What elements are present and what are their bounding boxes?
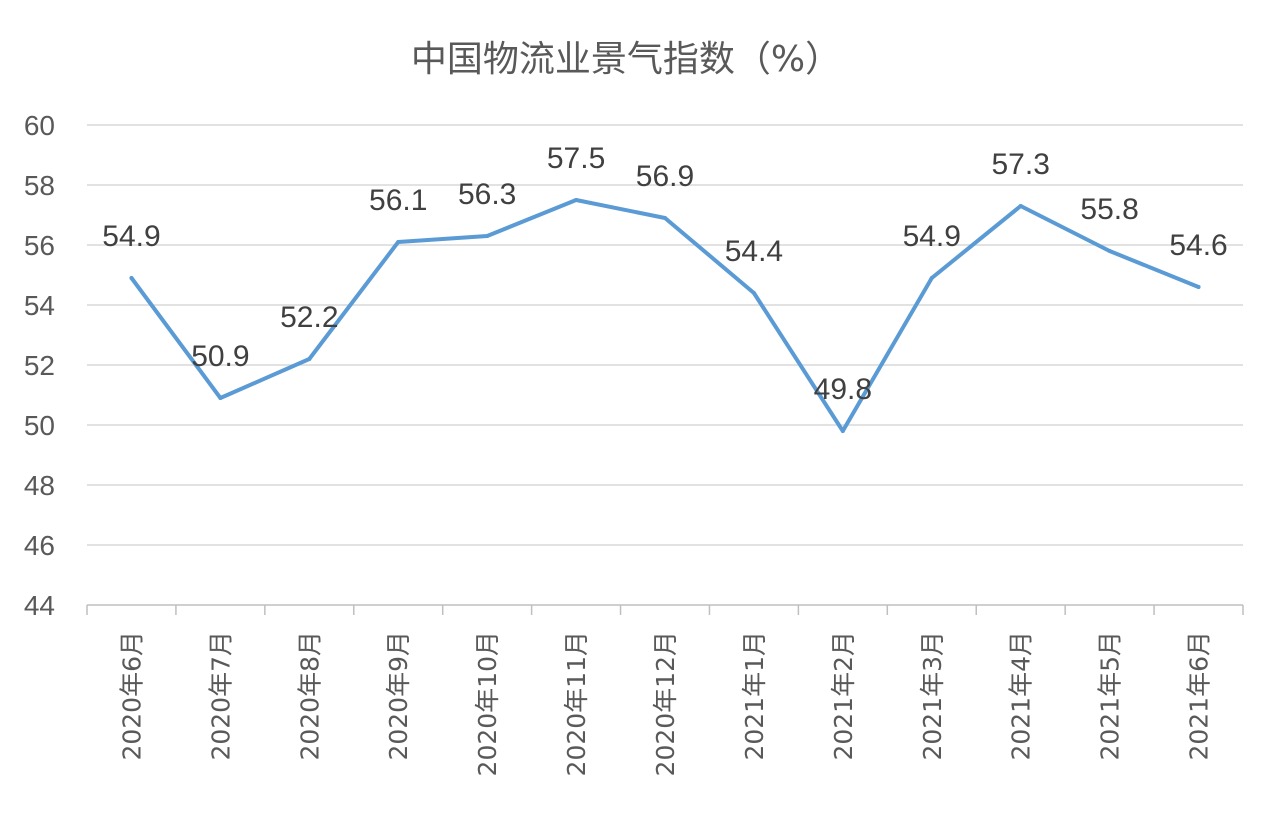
- x-tick-label: 2021年3月: [918, 631, 947, 761]
- data-label: 56.1: [369, 184, 427, 217]
- data-label: 52.2: [280, 301, 338, 334]
- x-tick-label: 2021年2月: [829, 631, 858, 761]
- y-tick-label: 46: [24, 530, 55, 561]
- y-tick-label: 56: [24, 230, 55, 261]
- data-point: [1107, 249, 1112, 253]
- y-axis-ticks: 60 58 56 54 52 50 48 46 44: [24, 110, 55, 621]
- x-tick-label: 2020年12月: [651, 631, 680, 776]
- data-label: 56.9: [636, 160, 694, 193]
- y-tick-label: 44: [24, 590, 55, 621]
- y-tick-label: 54: [24, 290, 55, 321]
- data-label: 50.9: [191, 340, 249, 373]
- data-point: [751, 291, 756, 295]
- x-axis: 2020年6月 2020年7月 2020年8月 2020年9月 2020年10月 2020…: [86, 604, 1244, 776]
- data-point: [129, 276, 134, 280]
- data-point: [840, 429, 845, 433]
- data-point: [1196, 285, 1201, 289]
- data-point: [218, 396, 223, 400]
- x-tick-label: 2021年5月: [1096, 631, 1125, 761]
- data-point: [485, 234, 490, 238]
- data-label: 54.6: [1169, 229, 1227, 262]
- x-tick-label: 2020年6月: [117, 631, 146, 761]
- data-label: 54.9: [903, 220, 961, 253]
- x-tick-label: 2020年10月: [473, 631, 502, 776]
- x-tick-label: 2020年7月: [206, 631, 235, 761]
- data-label: 55.8: [1080, 193, 1138, 226]
- y-tick-label: 48: [24, 470, 55, 501]
- data-label: 49.8: [814, 373, 872, 406]
- data-point: [396, 240, 401, 244]
- y-tick-label: 50: [24, 410, 55, 441]
- series-layer: [129, 198, 1201, 433]
- gridlines: [87, 124, 1243, 546]
- x-tick-label: 2020年9月: [384, 631, 413, 761]
- x-tick-label: 2020年8月: [295, 631, 324, 761]
- data-point: [663, 216, 667, 220]
- data-labels: 54.9 50.9 52.2 56.1 56.3 57.5 56.9 54.4 49.8 54.9…: [102, 142, 1227, 406]
- data-point: [574, 198, 579, 202]
- x-tick-label: 2020年11月: [562, 631, 591, 776]
- chart-title: 中国物流业景气指数（%）: [411, 39, 841, 80]
- x-tick-label: 2021年1月: [740, 631, 769, 761]
- y-tick-label: 52: [24, 350, 55, 381]
- data-label: 54.4: [725, 235, 783, 268]
- data-point: [1018, 204, 1023, 208]
- data-label: 57.5: [547, 142, 605, 175]
- data-point: [307, 357, 312, 361]
- x-tick-label: 2021年4月: [1007, 631, 1036, 761]
- data-label: 57.3: [991, 148, 1049, 181]
- data-point: [929, 276, 934, 280]
- data-label: 56.3: [458, 178, 516, 211]
- y-tick-label: 60: [24, 110, 55, 141]
- x-tick-label: 2021年6月: [1185, 631, 1214, 761]
- data-label: 54.9: [102, 220, 160, 253]
- y-tick-label: 58: [24, 170, 55, 201]
